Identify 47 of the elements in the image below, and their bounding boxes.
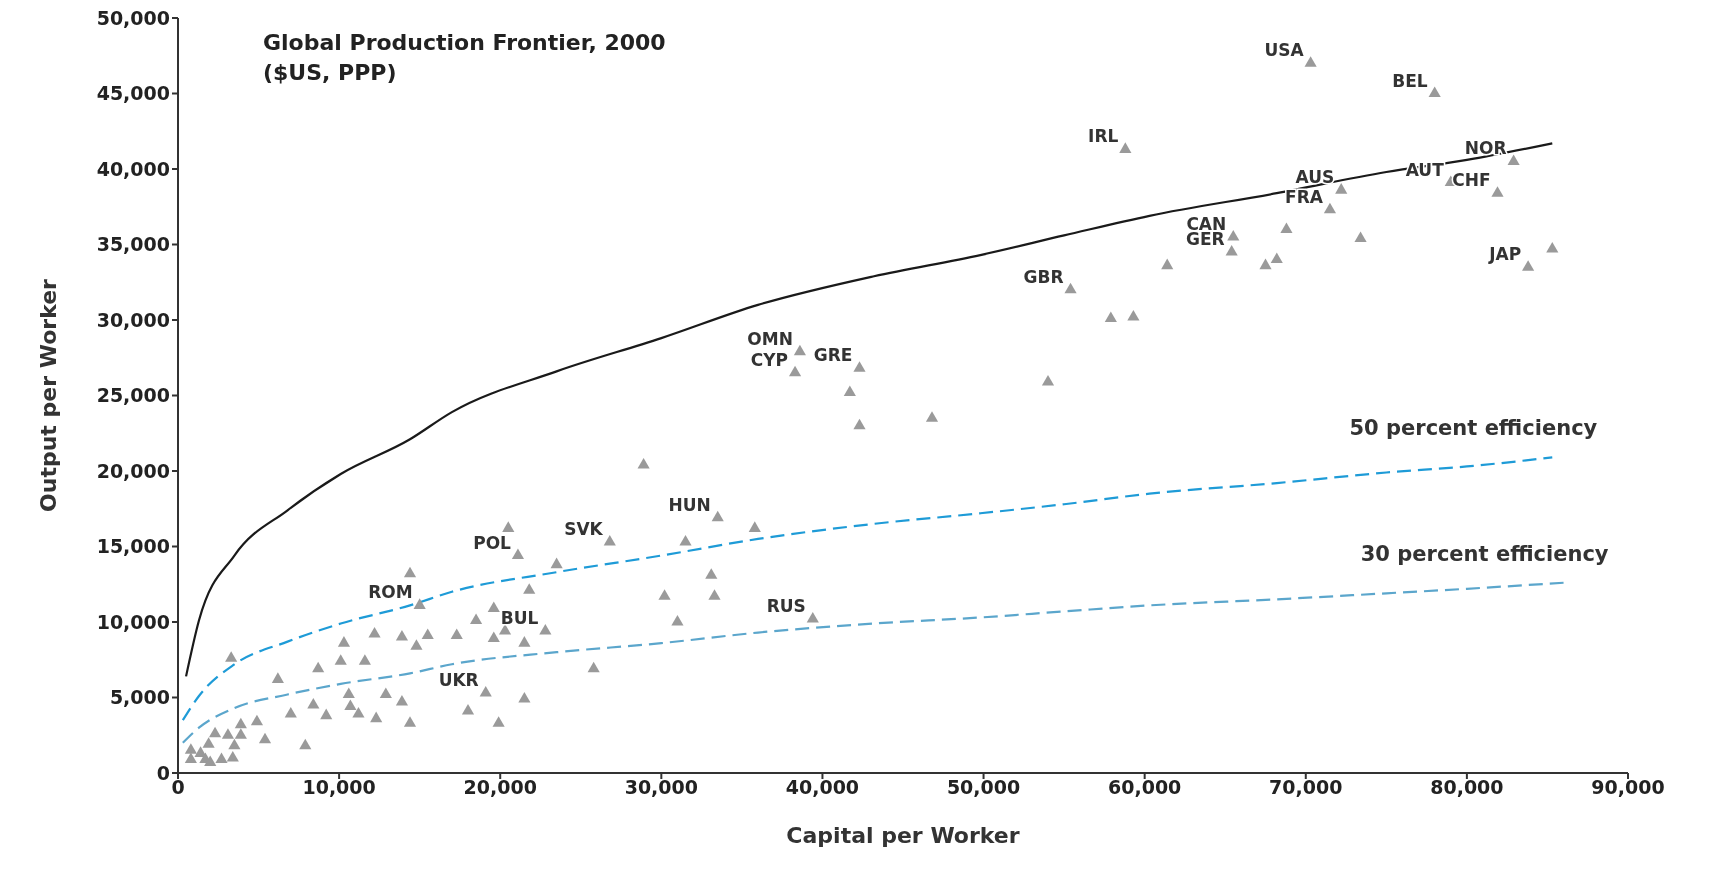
y-tick-label: 15,000	[96, 535, 170, 558]
annotation: BEL	[1392, 70, 1428, 91]
annotation: USA	[1264, 40, 1305, 61]
annotation: BUL	[500, 608, 539, 629]
y-axis-title: Output per Worker	[35, 278, 61, 512]
y-tick-label: 40,000	[96, 157, 170, 180]
annotation: GBR	[1023, 266, 1064, 287]
x-tick-label: 40,000	[785, 776, 860, 799]
x-tick-label: 70,000	[1269, 776, 1343, 799]
annotation: RUS	[766, 595, 806, 616]
annotation: CYP	[750, 349, 789, 370]
x-tick-label: 30,000	[624, 776, 698, 799]
x-tick-label: 50,000	[946, 776, 1021, 799]
y-tick-label: 25,000	[96, 384, 170, 407]
series-label: 50 percent efficiency	[1349, 416, 1598, 441]
x-tick-label: 20,000	[463, 776, 537, 799]
y-tick-label: 35,000	[96, 233, 170, 256]
y-tick-label: 50,000	[96, 6, 170, 29]
y-tick-label: 0	[156, 761, 170, 784]
x-tick-label: 90,000	[1591, 776, 1665, 799]
annotation: NOR	[1464, 138, 1507, 159]
y-tick-label: 10,000	[96, 610, 170, 633]
y-tick-label: 30,000	[96, 308, 170, 331]
text: Global Production Frontier, 2000 ($US, PPP)	[263, 29, 666, 87]
annotation: AUS	[1295, 167, 1335, 188]
annotation: GRE	[813, 345, 853, 366]
annotation: GER	[1185, 229, 1225, 250]
annotation: POL	[473, 532, 512, 553]
annotation: CHF	[1452, 170, 1491, 191]
y-tick-label: 5,000	[109, 686, 170, 709]
y-tick-label: 45,000	[96, 82, 170, 105]
annotation: FRA	[1285, 186, 1324, 207]
annotation: JAP	[1488, 244, 1522, 265]
line-series	[181, 581, 1565, 744]
x-tick-label: 0	[171, 776, 185, 799]
annotation: UKR	[438, 669, 479, 690]
series-label: 30 percent efficiency	[1360, 541, 1609, 566]
annotation: SVK	[564, 518, 604, 539]
x-tick-label: 60,000	[1108, 776, 1182, 799]
annotation: ROM	[368, 582, 413, 603]
x-tick-label: 10,000	[302, 776, 376, 799]
x-tick-label: 80,000	[1430, 776, 1504, 799]
x-axis-title: Capital per Worker	[786, 823, 1020, 848]
annotation: IRL	[1088, 126, 1119, 147]
y-tick-label: 20,000	[96, 459, 170, 482]
annotation: OMN	[747, 328, 793, 349]
annotation: HUN	[668, 494, 711, 515]
